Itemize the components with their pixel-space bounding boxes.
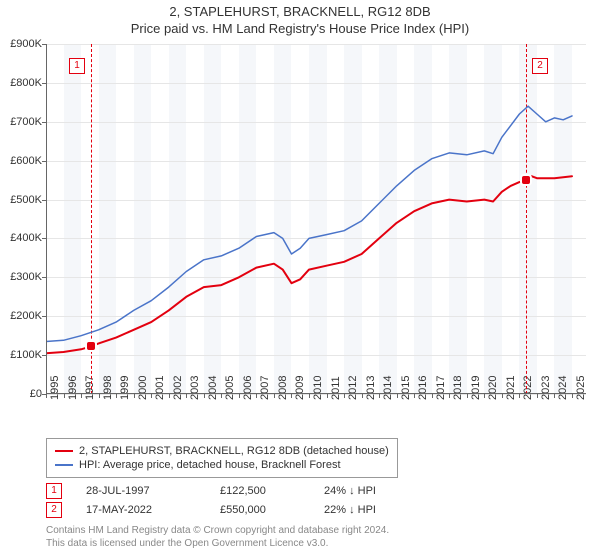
y-tick-label: £0 [0,388,42,400]
event-table-row: 1 28-JUL-1997 £122,500 24% ↓ HPI [46,483,414,499]
x-tickmark [151,394,152,398]
x-tickmark [327,394,328,398]
title-line2: Price paid vs. HM Land Registry's House … [0,21,600,36]
legend-label: 2, STAPLEHURST, BRACKNELL, RG12 8DB (det… [79,445,389,457]
x-tickmark [572,394,573,398]
title-line1: 2, STAPLEHURST, BRACKNELL, RG12 8DB [0,4,600,19]
x-tickmark [204,394,205,398]
event-table-price: £550,000 [220,504,300,516]
x-tickmark [519,394,520,398]
x-tickmark [397,394,398,398]
x-tickmark [309,394,310,398]
footnote-line1: Contains HM Land Registry data © Crown c… [46,524,389,537]
x-tickmark [554,394,555,398]
event-table-price: £122,500 [220,485,300,497]
legend-swatch [55,450,73,452]
legend-row: HPI: Average price, detached house, Brac… [55,459,389,471]
x-tickmark [186,394,187,398]
legend-row: 2, STAPLEHURST, BRACKNELL, RG12 8DB (det… [55,445,389,457]
x-tickmark [46,394,47,398]
x-tickmark [134,394,135,398]
y-tick-label: £700K [0,116,42,128]
series-svg [46,44,586,394]
y-tick-label: £600K [0,155,42,167]
y-tick-label: £200K [0,310,42,322]
x-tickmark [414,394,415,398]
series-line-hpi [46,106,572,341]
event-table-row: 2 17-MAY-2022 £550,000 22% ↓ HPI [46,502,414,518]
x-tickmark [64,394,65,398]
x-tickmark [256,394,257,398]
y-tick-label: £400K [0,232,42,244]
event-table-pct: 22% ↓ HPI [324,504,414,516]
event-table-date: 17-MAY-2022 [86,504,196,516]
x-tickmark [537,394,538,398]
y-tick-label: £500K [0,194,42,206]
x-tickmark [99,394,100,398]
x-tickmark [449,394,450,398]
axis-line [46,393,586,394]
y-tick-label: £100K [0,349,42,361]
event-marker [520,174,532,186]
event-table-badge: 2 [46,502,62,518]
x-tickmark [344,394,345,398]
axis-line [46,44,47,394]
x-tickmark [169,394,170,398]
y-tick-label: £800K [0,77,42,89]
legend-label: HPI: Average price, detached house, Brac… [79,459,341,471]
x-tickmark [502,394,503,398]
x-tickmark [467,394,468,398]
titles: 2, STAPLEHURST, BRACKNELL, RG12 8DB Pric… [0,4,600,36]
legend: 2, STAPLEHURST, BRACKNELL, RG12 8DB (det… [46,438,398,478]
event-table-pct: 24% ↓ HPI [324,485,414,497]
chart-container: 2, STAPLEHURST, BRACKNELL, RG12 8DB Pric… [0,0,600,560]
x-tickmark [221,394,222,398]
x-tickmark [432,394,433,398]
x-tickmark [484,394,485,398]
y-tick-label: £300K [0,271,42,283]
plot-area: £0£100K£200K£300K£400K£500K£600K£700K£80… [46,44,586,394]
x-tickmark [274,394,275,398]
legend-swatch [55,464,73,466]
x-tickmark [291,394,292,398]
event-table-date: 28-JUL-1997 [86,485,196,497]
series-line-subject [46,176,572,353]
event-marker [85,340,97,352]
x-tickmark [81,394,82,398]
x-tickmark [362,394,363,398]
x-tickmark [239,394,240,398]
footnote: Contains HM Land Registry data © Crown c… [46,524,389,550]
event-table-badge: 1 [46,483,62,499]
x-tickmark [116,394,117,398]
y-tick-label: £900K [0,38,42,50]
x-tickmark [379,394,380,398]
footnote-line2: This data is licensed under the Open Gov… [46,537,389,550]
events-table: 1 28-JUL-1997 £122,500 24% ↓ HPI 2 17-MAY-202… [46,480,414,521]
